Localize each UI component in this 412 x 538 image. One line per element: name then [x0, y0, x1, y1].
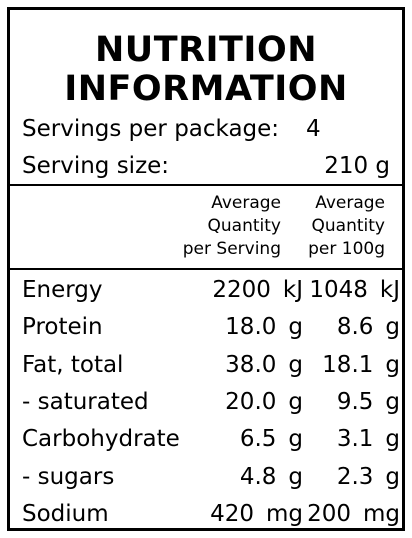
nutrient-name: Carbohydrate [22, 426, 180, 453]
per-100g-value: 8.6 [336, 314, 374, 341]
table-row: Protein 18.0 g 8.6 g [10, 309, 402, 346]
serving-size-label: Serving size: [22, 153, 170, 179]
column-header-line: per Serving [182, 239, 281, 259]
per-100g-value: 3.1 [336, 426, 374, 453]
servings-per-package-label: Servings per package: [22, 116, 280, 142]
per-serving-unit: g [288, 351, 303, 378]
column-header-line: Quantity [207, 216, 281, 236]
table-row: - sugars 4.8 g 2.3 g [10, 459, 402, 496]
per-serving-unit: mg [265, 500, 303, 527]
column-header-line: Average [211, 193, 281, 213]
divider-bottom [10, 268, 402, 270]
table-row: Energy 2200 kJ 1048 kJ [10, 272, 402, 309]
per-serving-value: 420 [210, 500, 254, 527]
nutrient-name: - sugars [22, 463, 115, 490]
table-row: Fat, total 38.0 g 18.1 g [10, 347, 402, 384]
per-100g-value: 200 [307, 500, 351, 527]
per-serving-value: 38.0 [225, 351, 277, 378]
per-serving-value: 2200 [212, 277, 271, 303]
per-100g-unit: g [385, 388, 400, 415]
table-row: - saturated 20.0 g 9.5 g [10, 384, 402, 421]
nutrient-name: Sodium [22, 500, 109, 527]
per-100g-value: 1048 [309, 277, 368, 303]
per-serving-value: 20.0 [225, 388, 277, 415]
per-serving-unit: kJ [282, 277, 303, 303]
panel-title-line-2: INFORMATION [64, 69, 348, 109]
per-100g-value: 9.5 [336, 388, 374, 415]
table-row: Sodium 420 mg 200 mg [10, 496, 402, 533]
table-row: Carbohydrate 6.5 g 3.1 g [10, 421, 402, 458]
per-serving-value: 18.0 [225, 314, 277, 341]
per-100g-value: 18.1 [322, 351, 374, 378]
per-100g-unit: kJ [379, 277, 400, 303]
per-serving-unit: g [288, 314, 303, 341]
column-header-line: Average [315, 193, 385, 213]
column-header-line: Quantity [311, 216, 385, 236]
per-serving-value: 4.8 [239, 463, 277, 490]
servings-per-package-value: 4 [306, 116, 321, 142]
per-100g-unit: mg [362, 500, 400, 527]
panel-title-line-1: NUTRITION [94, 30, 317, 70]
per-100g-unit: g [385, 351, 400, 378]
serving-size-value: 210 g [324, 153, 390, 179]
per-serving-unit: g [288, 388, 303, 415]
nutrient-name: Fat, total [22, 351, 124, 378]
nutrient-name: Energy [22, 277, 103, 303]
column-header-line: per 100g [308, 239, 385, 259]
nutrient-name: Protein [22, 314, 103, 341]
per-serving-unit: g [288, 463, 303, 490]
per-serving-value: 6.5 [239, 426, 277, 453]
per-100g-unit: g [385, 463, 400, 490]
per-100g-value: 2.3 [336, 463, 374, 490]
per-100g-unit: g [385, 314, 400, 341]
nutrient-name: - saturated [22, 388, 149, 415]
per-serving-unit: g [288, 426, 303, 453]
divider-top [10, 184, 402, 186]
per-100g-unit: g [385, 426, 400, 453]
nutrition-panel: NUTRITION INFORMATION Servings per packa… [7, 7, 405, 531]
